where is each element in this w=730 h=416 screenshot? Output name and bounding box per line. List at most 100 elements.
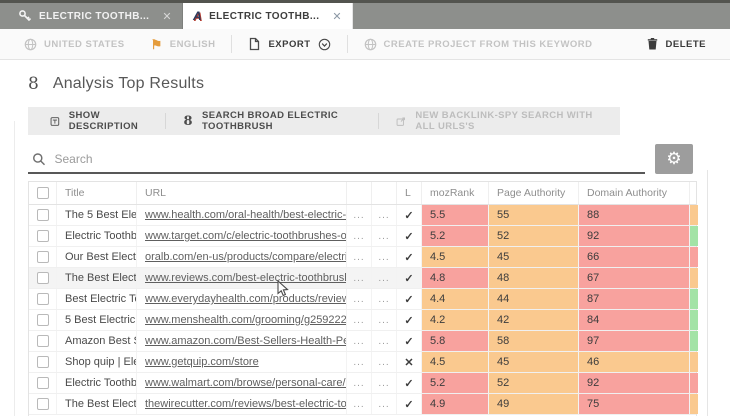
create-project-label: CREATE PROJECT FROM THIS KEYWORD	[383, 38, 593, 50]
more-options-cell[interactable]: ...	[346, 373, 371, 393]
url-link[interactable]: thewirecutter.com/reviews/best-electric-…	[145, 398, 346, 410]
page-authority-cell: 48	[488, 268, 578, 288]
tab-electric-toothbrush-keyword[interactable]: ELECTRIC TOOTHB... ✕	[8, 3, 183, 29]
page-authority-cell: 45	[488, 247, 578, 267]
google-icon: 8	[28, 74, 39, 94]
close-icon[interactable]: ✕	[332, 10, 343, 23]
more-options-cell[interactable]: ...	[371, 205, 396, 225]
header-title[interactable]: Title	[56, 182, 136, 204]
url-link[interactable]: www.reviews.com/best-electric-toothbrush…	[145, 272, 346, 284]
create-project-button[interactable]: CREATE PROJECT FROM THIS KEYWORD	[354, 29, 603, 59]
table-row[interactable]: The Best Electr... www.reviews.com/best-e…	[29, 268, 698, 289]
title-cell: 5 Best Electric ...	[56, 310, 136, 330]
row-checkbox[interactable]	[36, 335, 49, 347]
header-page-authority[interactable]: Page Authority	[488, 182, 578, 204]
title-cell: Electric Toothb...	[56, 373, 136, 393]
table-row[interactable]: Amazon Best S... www.amazon.com/Best-Sell…	[29, 331, 698, 352]
more-options-cell[interactable]: ...	[346, 289, 371, 309]
row-checkbox[interactable]	[36, 209, 49, 221]
more-options-cell[interactable]: ...	[371, 289, 396, 309]
table-row[interactable]: 5 Best Electric ... www.menshealth.com/gr…	[29, 310, 698, 331]
tab-label: ELECTRIC TOOTHB...	[209, 10, 320, 22]
url-cell: www.walmart.com/browse/personal-care/ele…	[136, 373, 346, 393]
mozrank-cell: 4.9	[421, 394, 488, 414]
more-options-cell[interactable]: ...	[371, 373, 396, 393]
country-selector[interactable]: UNITED STATES	[14, 29, 135, 59]
tab-electric-toothbrush-analysis[interactable]: A ELECTRIC TOOTHB... ✕	[182, 3, 354, 29]
more-options-cell[interactable]: ...	[346, 394, 371, 414]
search-input[interactable]	[54, 152, 643, 166]
toolbar: UNITED STATES ⚑ ENGLISH EXPORT	[0, 29, 730, 60]
search-icon	[33, 153, 46, 166]
row-checkbox[interactable]	[36, 272, 49, 284]
close-icon[interactable]: ✕	[162, 10, 172, 23]
header-mozrank[interactable]: mozRank	[421, 182, 488, 204]
header-link[interactable]: L	[396, 182, 421, 204]
new-backlink-spy-button[interactable]: NEW BACKLINK-SPY SEARCH WITH ALL URLS'S	[382, 110, 612, 132]
show-description-button[interactable]: SHOW DESCRIPTION	[36, 110, 161, 132]
table-row[interactable]: Shop quip | Ele... www.getquip.com/store.…	[29, 352, 698, 373]
more-options-cell[interactable]: ...	[371, 352, 396, 372]
row-checkbox-cell	[29, 205, 56, 225]
url-link[interactable]: www.walmart.com/browse/personal-care/ele…	[145, 377, 346, 389]
row-checkbox[interactable]	[36, 356, 49, 368]
more-options-cell[interactable]: ...	[371, 331, 396, 351]
table-row[interactable]: The 5 Best Elec... www.health.com/oral-he…	[29, 205, 698, 226]
url-link[interactable]: www.everydayhealth.com/products/reviews/…	[145, 293, 346, 305]
header-col-b[interactable]	[371, 182, 396, 204]
title-cell: Our Best Electr...	[56, 247, 136, 267]
row-checkbox[interactable]	[36, 398, 49, 410]
more-options-cell[interactable]: ...	[371, 394, 396, 414]
table-row[interactable]: Electric Toothb... www.target.com/c/elect…	[29, 226, 698, 247]
domain-authority-cell: 92	[578, 226, 689, 246]
truncated-metric-cell	[689, 205, 698, 225]
more-options-cell[interactable]: ...	[346, 331, 371, 351]
url-link[interactable]: oralb.com/en-us/products/compare/electri…	[145, 251, 346, 263]
url-link[interactable]: www.target.com/c/electric-toothbrushes-o…	[145, 230, 346, 242]
settings-button[interactable]: ⚙	[655, 144, 693, 174]
url-link[interactable]: www.getquip.com/store	[145, 356, 259, 368]
table-row[interactable]: The Best Electr... thewirecutter.com/revi…	[29, 394, 698, 415]
more-options-cell[interactable]: ...	[371, 268, 396, 288]
page-authority-cell: 45	[488, 352, 578, 372]
more-options-cell[interactable]: ...	[346, 205, 371, 225]
page-title-row: 8 Analysis Top Results	[28, 70, 730, 98]
delete-button[interactable]: DELETE	[636, 29, 716, 59]
header-url[interactable]: URL	[136, 182, 346, 204]
header-col-a[interactable]	[346, 182, 371, 204]
more-options-cell[interactable]: ...	[371, 226, 396, 246]
more-options-cell[interactable]: ...	[346, 310, 371, 330]
header-domain-authority[interactable]: Domain Authority	[578, 182, 689, 204]
export-button[interactable]: EXPORT	[238, 29, 340, 59]
url-link[interactable]: www.health.com/oral-health/best-electric…	[145, 209, 346, 221]
link-status-cell: ✓	[396, 247, 421, 267]
title-cell: Amazon Best S...	[56, 331, 136, 351]
url-link[interactable]: www.menshealth.com/grooming/g25922261/..…	[145, 314, 346, 326]
description-icon	[50, 116, 60, 126]
row-checkbox[interactable]	[36, 377, 49, 389]
more-options-cell[interactable]: ...	[346, 247, 371, 267]
table-row[interactable]: Electric Toothb... www.walmart.com/browse…	[29, 373, 698, 394]
truncated-metric-cell	[689, 331, 698, 351]
row-checkbox[interactable]	[36, 251, 49, 263]
row-checkbox[interactable]	[36, 293, 49, 305]
page-edge-line	[707, 170, 708, 416]
delete-label: DELETE	[665, 38, 706, 50]
table-row[interactable]: Our Best Electr... oralb.com/en-us/produc…	[29, 247, 698, 268]
more-options-cell[interactable]: ...	[346, 352, 371, 372]
url-link[interactable]: www.amazon.com/Best-Sellers-Health-Perso…	[145, 335, 346, 347]
search-broad-button[interactable]: 8 SEARCH BROAD ELECTRIC TOOTHBRUSH	[170, 110, 374, 132]
select-all-checkbox[interactable]	[36, 187, 49, 199]
row-checkbox[interactable]	[36, 314, 49, 326]
page-authority-cell: 44	[488, 289, 578, 309]
mozrank-cell: 5.2	[421, 373, 488, 393]
more-options-cell[interactable]: ...	[346, 268, 371, 288]
more-options-cell[interactable]: ...	[371, 247, 396, 267]
language-selector[interactable]: ⚑ ENGLISH	[141, 29, 226, 59]
more-options-cell[interactable]: ...	[371, 310, 396, 330]
more-options-cell[interactable]: ...	[346, 226, 371, 246]
table-row[interactable]: Best Electric To... www.everydayhealth.co…	[29, 289, 698, 310]
title-cell: Best Electric To...	[56, 289, 136, 309]
row-checkbox[interactable]	[36, 230, 49, 242]
main-content: 8 Analysis Top Results SHOW DESCRIPTION …	[0, 60, 730, 416]
